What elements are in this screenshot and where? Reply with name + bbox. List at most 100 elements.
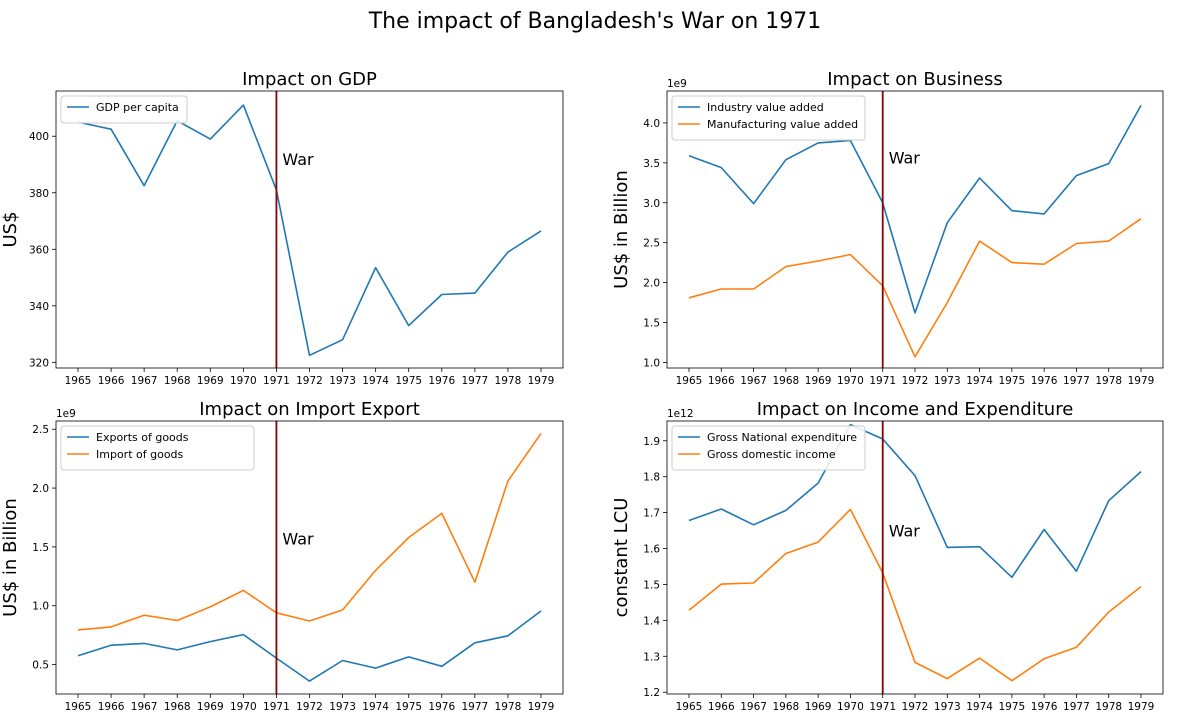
x-tick-label: 1978 bbox=[495, 701, 522, 713]
x-tick-label: 1979 bbox=[528, 375, 555, 387]
x-tick-label: 1976 bbox=[1031, 375, 1058, 387]
plot-frame bbox=[666, 420, 1164, 695]
legend-entry: Import of goods bbox=[96, 448, 184, 461]
x-tick-label: 1965 bbox=[676, 701, 703, 713]
legend: GDP per capita bbox=[60, 95, 188, 124]
x-tick-label: 1967 bbox=[131, 375, 158, 387]
y-offset-label: 1e12 bbox=[667, 408, 694, 420]
y-tick-label: 1.3 bbox=[643, 651, 660, 663]
war-annotation: War bbox=[282, 150, 314, 169]
x-tick-label: 1970 bbox=[837, 375, 864, 387]
chart-panel-3: Impact on Import Export US$ in Billion 1e9… bbox=[0, 399, 564, 713]
war-annotation: War bbox=[282, 530, 314, 549]
x-tick-label: 1976 bbox=[1031, 701, 1058, 713]
panel-title: Impact on Business bbox=[827, 69, 1003, 90]
series-line-1 bbox=[77, 610, 542, 682]
y-tick-label: 1.6 bbox=[643, 544, 660, 556]
panel-title: Impact on Income and Expenditure bbox=[757, 399, 1074, 420]
y-offset-label: 1e9 bbox=[667, 78, 687, 90]
x-tick-label: 1973 bbox=[329, 701, 356, 713]
x-tick-label: 1971 bbox=[869, 701, 896, 713]
x-tick-label: 1974 bbox=[362, 375, 389, 387]
legend-entry: GDP per capita bbox=[96, 101, 179, 114]
x-tick-label: 1965 bbox=[65, 375, 92, 387]
y-tick-label: 4.0 bbox=[643, 118, 660, 130]
legend-entry: Manufacturing value added bbox=[707, 118, 858, 131]
x-tick-label: 1977 bbox=[1063, 701, 1090, 713]
series-line-1 bbox=[688, 105, 1142, 314]
x-tick-label: 1969 bbox=[805, 701, 832, 713]
x-tick-label: 1965 bbox=[65, 701, 92, 713]
series-line-2 bbox=[688, 508, 1142, 682]
y-tick-label: 2.5 bbox=[643, 238, 660, 250]
x-tick-label: 1978 bbox=[1095, 701, 1122, 713]
x-tick-label: 1977 bbox=[461, 375, 488, 387]
x-tick-label: 1968 bbox=[164, 375, 191, 387]
y-tick-label: 1.7 bbox=[643, 508, 660, 520]
x-tick-label: 1975 bbox=[998, 701, 1025, 713]
x-tick-label: 1974 bbox=[966, 375, 993, 387]
x-tick-label: 1975 bbox=[395, 701, 422, 713]
war-annotation: War bbox=[889, 148, 921, 167]
y-tick-label: 380 bbox=[29, 188, 49, 200]
x-tick-label: 1975 bbox=[395, 375, 422, 387]
x-tick-label: 1969 bbox=[197, 375, 224, 387]
legend: Exports of goods Import of goods bbox=[60, 425, 255, 471]
legend-box bbox=[671, 425, 866, 471]
y-offset-label: 1e9 bbox=[56, 408, 76, 420]
y-tick-label: 360 bbox=[29, 244, 49, 256]
y-tick-label: 3.5 bbox=[643, 158, 660, 170]
y-tick-label: 3.0 bbox=[643, 198, 660, 210]
x-tick-label: 1972 bbox=[296, 375, 323, 387]
x-tick-label: 1968 bbox=[164, 701, 191, 713]
x-tick-label: 1972 bbox=[902, 375, 929, 387]
panel-title: Impact on Import Export bbox=[199, 399, 420, 420]
x-tick-label: 1976 bbox=[428, 701, 455, 713]
y-tick-label: 1.0 bbox=[643, 357, 660, 369]
y-tick-label: 1.5 bbox=[32, 542, 49, 554]
x-tick-label: 1970 bbox=[837, 701, 864, 713]
chart-panel-2: Impact on Business US$ in Billion 1e9 1965 1… bbox=[611, 69, 1164, 387]
x-tick-label: 1966 bbox=[98, 375, 125, 387]
y-tick-label: 1.8 bbox=[643, 472, 660, 484]
x-tick-label: 1977 bbox=[1063, 375, 1090, 387]
y-tick-label: 2.0 bbox=[32, 483, 49, 495]
x-tick-label: 1967 bbox=[740, 375, 767, 387]
x-tick-label: 1978 bbox=[495, 375, 522, 387]
x-tick-label: 1966 bbox=[708, 701, 735, 713]
series-line-1 bbox=[688, 423, 1142, 579]
x-tick-label: 1966 bbox=[98, 701, 125, 713]
x-tick-label: 1975 bbox=[998, 375, 1025, 387]
x-tick-label: 1971 bbox=[263, 375, 290, 387]
x-tick-label: 1972 bbox=[902, 701, 929, 713]
x-tick-label: 1973 bbox=[329, 375, 356, 387]
x-tick-label: 1971 bbox=[263, 701, 290, 713]
x-tick-label: 1968 bbox=[772, 701, 799, 713]
x-tick-label: 1979 bbox=[1128, 701, 1155, 713]
x-tick-label: 1976 bbox=[428, 375, 455, 387]
y-tick-label: 1.9 bbox=[643, 436, 660, 448]
y-axis-label: US$ in Billion bbox=[611, 170, 632, 289]
war-annotation: War bbox=[889, 522, 921, 541]
x-tick-label: 1970 bbox=[230, 701, 257, 713]
y-tick-label: 1.0 bbox=[32, 601, 49, 613]
y-axis-label: US$ bbox=[0, 211, 21, 247]
series-line-2 bbox=[688, 218, 1142, 358]
legend-entry: Exports of goods bbox=[96, 431, 189, 444]
series-line-1 bbox=[77, 104, 542, 357]
legend-box bbox=[671, 95, 866, 141]
panel-title: Impact on GDP bbox=[242, 69, 377, 90]
y-tick-label: 1.5 bbox=[643, 317, 660, 329]
x-tick-label: 1973 bbox=[934, 701, 961, 713]
legend-box bbox=[60, 425, 255, 471]
y-tick-label: 1.4 bbox=[643, 615, 660, 627]
x-tick-label: 1966 bbox=[708, 375, 735, 387]
legend: Gross National expenditure Gross domestic… bbox=[671, 425, 866, 471]
x-tick-label: 1978 bbox=[1095, 375, 1122, 387]
plot-frame bbox=[55, 90, 564, 369]
y-tick-label: 0.5 bbox=[32, 660, 49, 672]
x-tick-label: 1973 bbox=[934, 375, 961, 387]
x-tick-label: 1967 bbox=[131, 701, 158, 713]
x-tick-label: 1965 bbox=[676, 375, 703, 387]
